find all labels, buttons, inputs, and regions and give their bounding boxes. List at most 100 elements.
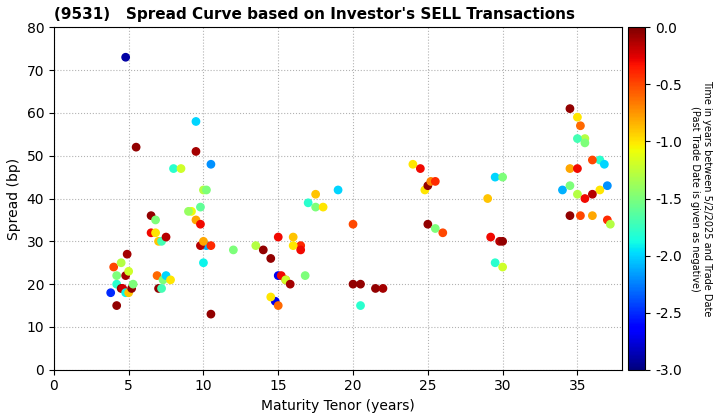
Point [201, 186, 212, 193]
Point [295, 242, 307, 249]
Point [194, 221, 206, 228]
Point [280, 276, 292, 283]
Point [122, 251, 133, 257]
Point [300, 272, 311, 279]
Point [145, 229, 157, 236]
Point [572, 165, 583, 172]
Point [161, 272, 172, 279]
Point [284, 281, 296, 288]
Point [587, 191, 598, 197]
Point [557, 186, 568, 193]
Point [120, 54, 132, 60]
Point [497, 264, 508, 270]
Point [201, 242, 212, 249]
Point [123, 268, 135, 275]
Point [575, 122, 586, 129]
Point [198, 260, 210, 266]
Point [250, 242, 261, 249]
Point [587, 157, 598, 163]
Point [594, 186, 606, 193]
Point [183, 208, 194, 215]
Point [115, 260, 127, 266]
Point [190, 118, 202, 125]
Point [355, 302, 366, 309]
Point [579, 195, 590, 202]
Point [280, 276, 292, 283]
Point [150, 217, 161, 223]
Point [490, 260, 501, 266]
Point [194, 242, 206, 249]
Point [258, 247, 269, 253]
Point [190, 148, 202, 155]
Point [123, 289, 135, 296]
Point [150, 229, 161, 236]
Point [117, 285, 128, 292]
Point [161, 234, 172, 240]
Point [156, 238, 167, 245]
Point [579, 139, 590, 146]
Point [287, 242, 299, 249]
Point [602, 217, 613, 223]
Point [572, 135, 583, 142]
Point [205, 161, 217, 168]
Point [190, 217, 202, 223]
Point [318, 204, 329, 210]
Point [430, 178, 441, 185]
Point [594, 157, 606, 163]
Point [120, 289, 132, 296]
Point [194, 204, 206, 210]
Point [111, 302, 122, 309]
Point [347, 221, 359, 228]
Point [272, 234, 284, 240]
Point [415, 165, 426, 172]
Point [564, 182, 576, 189]
Point [272, 302, 284, 309]
Point [422, 221, 433, 228]
Point [265, 294, 276, 300]
Point [422, 182, 433, 189]
Point [598, 161, 610, 168]
Point [153, 285, 164, 292]
Point [490, 174, 501, 181]
Point [115, 285, 127, 292]
Point [430, 225, 441, 232]
Point [157, 276, 168, 283]
Point [377, 285, 389, 292]
Point [165, 276, 176, 283]
Point [369, 285, 381, 292]
Point [175, 165, 186, 172]
Point [575, 212, 586, 219]
Point [347, 281, 359, 288]
Point [156, 285, 167, 292]
Point [579, 135, 590, 142]
Point [205, 242, 217, 249]
Point [587, 212, 598, 219]
Point [497, 238, 508, 245]
Y-axis label: Time in years between 5/2/2025 and Trade Date
(Past Trade Date is given as negat: Time in years between 5/2/2025 and Trade… [690, 80, 712, 317]
Point [186, 208, 197, 215]
Point [564, 212, 576, 219]
Point [111, 281, 122, 288]
Point [572, 191, 583, 197]
Point [564, 105, 576, 112]
Point [269, 298, 281, 304]
Point [198, 186, 210, 193]
Point [572, 114, 583, 121]
Point [497, 174, 508, 181]
Point [276, 272, 287, 279]
Point [120, 272, 132, 279]
Point [485, 234, 496, 240]
Point [425, 178, 436, 185]
Y-axis label: Spread (bp): Spread (bp) [7, 158, 21, 239]
Point [272, 272, 284, 279]
Point [265, 255, 276, 262]
Point [153, 238, 164, 245]
Point [205, 311, 217, 318]
Point [105, 289, 117, 296]
Point [108, 264, 120, 270]
Point [355, 281, 366, 288]
Point [130, 144, 142, 150]
Point [310, 191, 321, 197]
Point [482, 195, 493, 202]
Point [494, 238, 505, 245]
